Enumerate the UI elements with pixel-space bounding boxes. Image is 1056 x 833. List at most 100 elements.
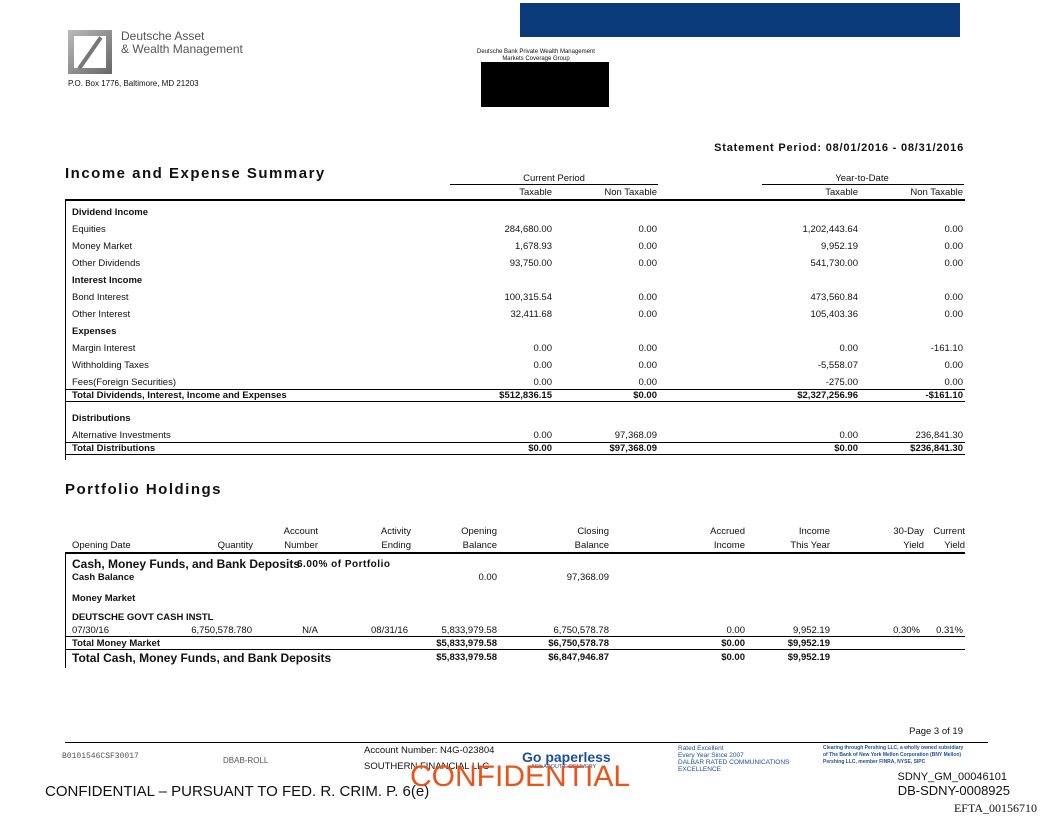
column-header: Activity (380, 526, 411, 537)
row-label: Money Market (72, 241, 133, 252)
amount: 0.00 (533, 430, 553, 441)
rule (65, 552, 965, 554)
code: B0101546CSF30017 (62, 752, 139, 761)
total-amount: $6,750,578.78 (548, 638, 609, 649)
amount: 0.00 (638, 343, 658, 354)
amount: 0.00 (944, 241, 964, 252)
column-header: 30-Day (893, 526, 924, 537)
total-amount: -$161.10 (925, 390, 963, 401)
amount: 32,411.68 (510, 309, 552, 320)
total-amount: $0.00 (528, 443, 552, 454)
dalbar: DALBAR RATED COMMUNICATIONS (678, 759, 790, 766)
amount: 0.00 (944, 224, 964, 235)
section-heading: Expenses (72, 326, 117, 337)
section-heading: Cash, Money Funds, and Bank Deposits (72, 557, 301, 571)
rule (65, 442, 965, 443)
cell: 6,750,578.780 (191, 625, 252, 636)
amount: 0.00 (638, 224, 658, 235)
column-header: Taxable (519, 187, 552, 198)
total-amount: $9,952.19 (787, 652, 830, 663)
amount: 0.00 (839, 343, 859, 354)
total-amount: $0.00 (633, 390, 657, 401)
total-amount: $5,833,979.58 (436, 652, 497, 663)
amount: 0.00 (533, 343, 553, 354)
amount: 0.00 (533, 377, 553, 388)
account: Account Number: N4G-023804 (364, 745, 495, 756)
column-header: Accrued (710, 526, 745, 537)
amount: 1,202,443.64 (802, 224, 858, 235)
amount: 0.00 (638, 241, 658, 252)
column-header: Yield (903, 540, 924, 551)
column-header: This Year (790, 540, 830, 551)
cell: 6,750,578.78 (553, 625, 609, 636)
column-header: Income (713, 540, 745, 551)
total-label: Total Cash, Money Funds, and Bank Deposi… (72, 651, 332, 665)
subheading: Money Market (72, 593, 136, 604)
amount: 0.00 (638, 258, 658, 269)
total-amount: $0.00 (721, 638, 745, 649)
section-heading: Distributions (72, 413, 131, 424)
page-number: Page 3 of 19 (909, 726, 963, 737)
amount: 0.00 (839, 430, 859, 441)
rule (65, 636, 965, 637)
security: DEUTSCHE GOVT CASH INSTL (72, 612, 214, 623)
section-heading: Interest Income (72, 275, 143, 286)
total-amount: $512,836.15 (499, 390, 552, 401)
column-header: Number (284, 540, 318, 551)
amount: 0.00 (478, 572, 498, 583)
row-label: Fees(Foreign Securities) (72, 377, 177, 388)
rule (65, 454, 965, 455)
amount: 0.00 (944, 309, 964, 320)
column-header: Balance (574, 540, 609, 551)
column-header: Quantity (217, 540, 253, 551)
column-header: Income (798, 526, 830, 537)
section-title: Income and Expense Summary (65, 165, 326, 182)
top-bar (520, 3, 960, 37)
total-amount: $5,833,979.58 (436, 638, 497, 649)
column-header: Current (933, 526, 965, 537)
row-label: Other Dividends (72, 258, 141, 269)
address: P.O. Box 1776, Baltimore, MD 21203 (68, 79, 199, 88)
column-header: Ending (381, 540, 411, 551)
amount: -5,558.07 (817, 360, 858, 371)
cell: 0.31% (936, 625, 963, 636)
total-amount: $0.00 (721, 652, 745, 663)
left-rule-1 (65, 200, 66, 460)
row-label: Cash Balance (72, 572, 135, 583)
rule (762, 184, 964, 185)
amount: 284,680.00 (504, 224, 552, 235)
redaction (481, 62, 609, 107)
row-label: Equities (72, 224, 106, 235)
section-title: Portfolio Holdings (65, 481, 222, 498)
group: Deutsche Bank Private Wealth Management (477, 49, 595, 55)
dalbar: Rated Excellent (678, 745, 724, 752)
amount: 9,952.19 (821, 241, 858, 252)
total-amount: $236,841.30 (910, 443, 963, 454)
total-amount: $6,847,946.87 (548, 652, 609, 663)
amount: 236,841.30 (915, 430, 963, 441)
amount: 1,678.93 (515, 241, 552, 252)
rule (65, 199, 965, 201)
amount: 97,368.09 (614, 430, 657, 441)
rule (65, 742, 988, 743)
cell: 07/30/16 (72, 625, 109, 636)
bates: EFTA_00156710 (953, 801, 1037, 815)
rule (450, 184, 658, 185)
column-header: Taxable (825, 187, 858, 198)
total-label: Total Distributions (72, 443, 156, 454)
amount: 0.00 (944, 377, 964, 388)
confidential-stamp: CONFIDENTIAL (410, 760, 631, 793)
logo (68, 30, 112, 74)
group-header: Year-to-Date (835, 173, 889, 184)
paperless: Go paperless (522, 749, 611, 765)
amount: 0.00 (638, 360, 658, 371)
left-rule-2 (65, 553, 66, 668)
amount: 0.00 (638, 377, 658, 388)
row-label: Margin Interest (72, 343, 136, 354)
column-header: Balance (462, 540, 497, 551)
statement-period: Statement Period: 08/01/2016 - 08/31/201… (714, 142, 964, 154)
pershing: Clearing through Pershing LLC, a wholly … (823, 745, 964, 751)
column-header: Yield (944, 540, 965, 551)
dalbar: EXCELLENCE (678, 766, 721, 773)
rule (65, 649, 965, 650)
